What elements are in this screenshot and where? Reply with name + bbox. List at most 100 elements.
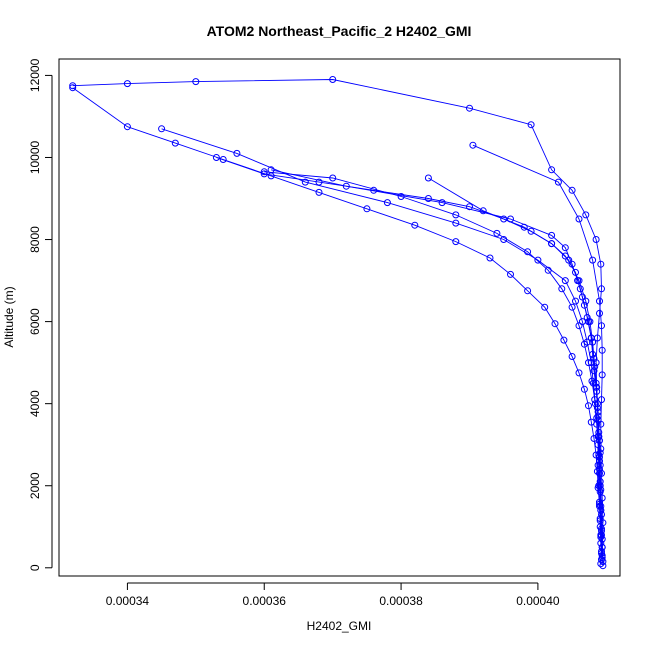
data-point [527, 121, 535, 129]
y-tick-label: 4000 [28, 390, 42, 417]
data-point [575, 322, 583, 330]
data-point [593, 334, 601, 342]
data-point [438, 199, 446, 207]
data-point [585, 359, 592, 367]
data-point [548, 231, 556, 239]
data-point [329, 76, 337, 83]
series-line [264, 171, 604, 566]
data-point [171, 139, 179, 147]
data-point [466, 203, 473, 211]
y-tick-label: 10000 [28, 140, 42, 174]
data-point [452, 219, 460, 227]
data-point [596, 517, 604, 525]
y-axis: 0 2000 4000 6000 8000 10000 12000 [28, 58, 53, 571]
data-point [554, 178, 562, 186]
data-point [452, 238, 460, 246]
data-point [582, 211, 590, 219]
data-point [596, 488, 604, 496]
data-point [212, 154, 220, 161]
data-point [520, 223, 528, 231]
data-point [233, 149, 241, 157]
data-point [544, 266, 552, 274]
data-point [541, 303, 549, 311]
data-point [598, 285, 605, 293]
data-point [596, 297, 603, 305]
data-point [548, 240, 556, 248]
data-point [575, 215, 583, 223]
data-point [548, 166, 556, 174]
data-point [69, 82, 77, 90]
x-tick-label: 0.00040 [516, 594, 560, 608]
data-point [69, 84, 77, 92]
data-point [551, 320, 559, 328]
data-point [260, 168, 268, 176]
data-point [578, 318, 586, 326]
chart-title: ATOM2 Northeast_Pacific_2 H2402_GMI [207, 23, 472, 39]
y-tick-label: 12000 [28, 58, 42, 92]
data-point [598, 525, 605, 533]
series-layer [69, 76, 607, 570]
data-point [123, 80, 131, 88]
data-point [592, 236, 600, 243]
data-point [572, 297, 579, 305]
data-point [598, 396, 605, 404]
data-point [424, 195, 432, 202]
data-point [597, 260, 605, 268]
data-point [593, 383, 601, 391]
data-point [596, 309, 603, 317]
plot-frame [58, 58, 621, 577]
data-point [479, 207, 487, 215]
data-point [301, 178, 309, 186]
series-line [271, 169, 603, 556]
data-point [582, 297, 590, 305]
x-tick-label: 0.00036 [243, 594, 287, 608]
data-point [267, 172, 275, 180]
data-point [594, 484, 602, 492]
data-point [411, 221, 419, 229]
data-point [594, 433, 602, 440]
x-tick-label: 0.00038 [379, 594, 423, 608]
y-tick-label: 6000 [28, 308, 42, 335]
data-point [452, 211, 460, 219]
data-point [123, 123, 131, 131]
data-point [561, 244, 569, 252]
data-point [500, 215, 508, 223]
x-tick-label: 0.00034 [106, 594, 150, 608]
data-point [591, 363, 599, 371]
data-point [507, 270, 514, 278]
data-point [524, 287, 532, 295]
data-point [580, 301, 588, 309]
data-point [588, 377, 596, 385]
data-point [578, 293, 586, 301]
data-point [585, 402, 592, 410]
data-point [597, 506, 605, 514]
data-point [469, 141, 477, 149]
data-point [568, 186, 576, 194]
data-point [397, 193, 405, 200]
series-line [428, 177, 604, 562]
data-point [592, 359, 600, 367]
data-point [599, 562, 607, 570]
data-point [596, 469, 603, 477]
data-point [590, 435, 598, 442]
series-line [472, 144, 604, 548]
data-point [575, 369, 583, 377]
data-point [568, 353, 576, 360]
data-point [598, 543, 606, 551]
data-point [589, 338, 597, 346]
data-point [565, 256, 573, 264]
data-point [597, 533, 605, 541]
y-tick-label: 2000 [28, 472, 42, 499]
series-line [161, 128, 602, 560]
data-point [424, 174, 432, 182]
data-point [383, 199, 391, 207]
data-point [192, 78, 200, 86]
data-point [342, 182, 350, 190]
data-point [466, 104, 473, 112]
data-point [586, 318, 594, 326]
series-line [72, 87, 602, 554]
y-tick-label: 8000 [28, 226, 42, 253]
data-point [597, 445, 605, 453]
data-point [593, 467, 601, 475]
